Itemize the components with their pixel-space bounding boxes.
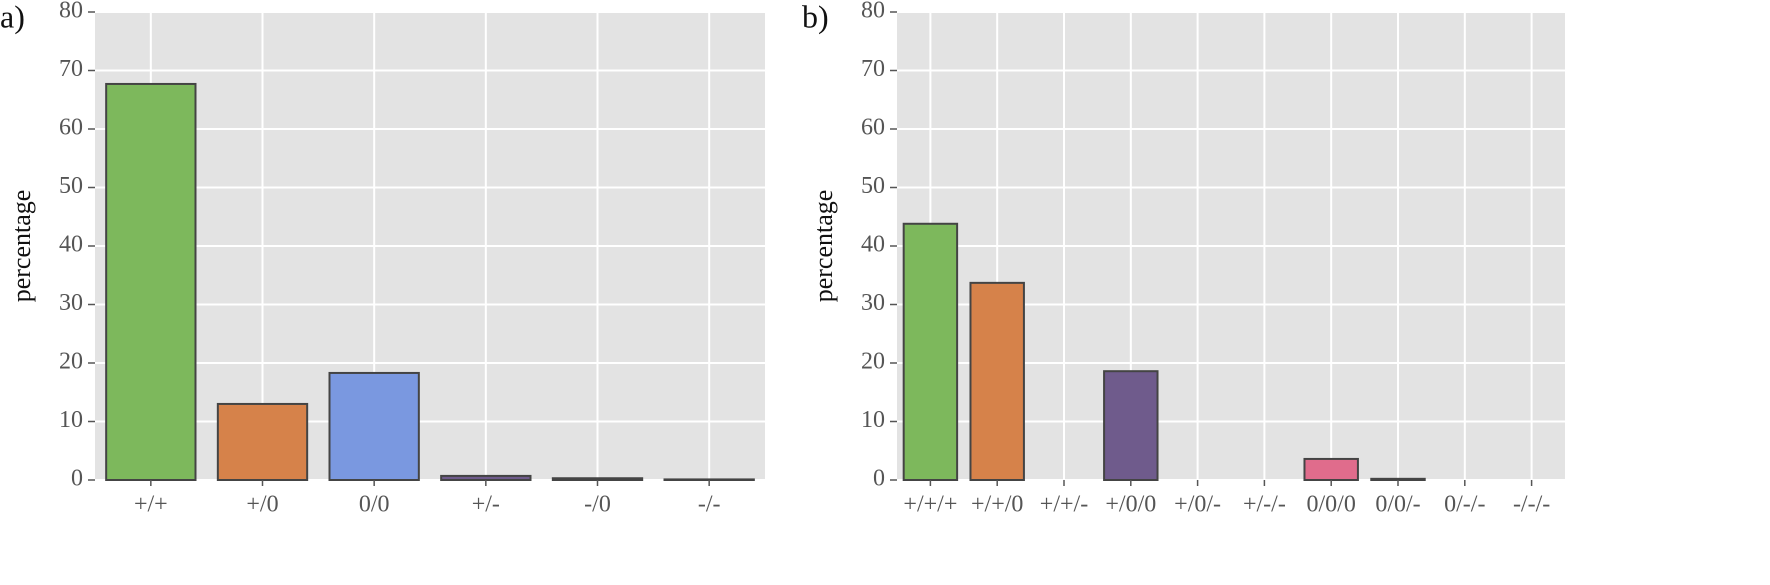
x-tick-label: +/+/+: [903, 492, 957, 518]
bar: [902, 222, 959, 482]
y-tick-label: 30: [861, 290, 885, 316]
x-tick-label: -/0: [584, 492, 611, 518]
y-tick-label: 40: [59, 232, 83, 258]
bar: [663, 478, 755, 482]
y-axis-label: percentage: [7, 190, 36, 303]
x-tick-label: +/0/0: [1105, 492, 1156, 518]
y-tick-label: 50: [861, 173, 885, 199]
y-tick-label: 60: [59, 115, 83, 141]
bar: [1370, 477, 1426, 481]
bar: [105, 82, 197, 482]
y-tick-label: 0: [71, 466, 83, 492]
y-tick-label: 50: [59, 173, 83, 199]
y-tick-label: 70: [861, 56, 885, 82]
y-tick-label: 60: [861, 115, 885, 141]
bar: [1303, 457, 1359, 482]
y-axis-label: percentage: [809, 190, 838, 303]
x-tick-label: +/-: [472, 492, 500, 518]
x-tick-label: 0/0: [359, 492, 390, 518]
y-tick-label: 20: [861, 349, 885, 375]
y-tick-label: 70: [59, 56, 83, 82]
y-tick-label: 10: [59, 407, 83, 433]
x-tick-label: 0/0/0: [1307, 492, 1356, 518]
y-tick-label: 40: [861, 232, 885, 258]
bar: [440, 474, 532, 481]
x-tick-label: +/0: [246, 492, 278, 518]
y-tick-label: 20: [59, 349, 83, 375]
x-tick-label: +/-/-: [1243, 492, 1286, 518]
x-tick-label: -/-: [698, 492, 721, 518]
y-tick-label: 0: [873, 466, 885, 492]
bar: [969, 281, 1025, 482]
x-tick-label: +/0/-: [1174, 492, 1221, 518]
x-tick-label: +/+/0: [971, 492, 1023, 518]
x-tick-label: -/-/-: [1513, 492, 1550, 518]
x-tick-label: 0/-/-: [1444, 492, 1485, 518]
y-tick-label: 80: [59, 0, 83, 24]
y-tick-label: 30: [59, 290, 83, 316]
y-tick-label: 80: [861, 0, 885, 24]
panel-label: a): [0, 0, 25, 34]
bar: [1103, 370, 1159, 481]
x-tick-label: +/+: [134, 492, 168, 518]
bar: [216, 402, 309, 482]
y-tick-label: 10: [861, 407, 885, 433]
bar: [328, 371, 420, 482]
bar: [551, 477, 644, 481]
panel-label: b): [802, 0, 829, 34]
x-tick-label: +/+/-: [1040, 492, 1088, 518]
x-tick-label: 0/0/-: [1375, 492, 1420, 518]
